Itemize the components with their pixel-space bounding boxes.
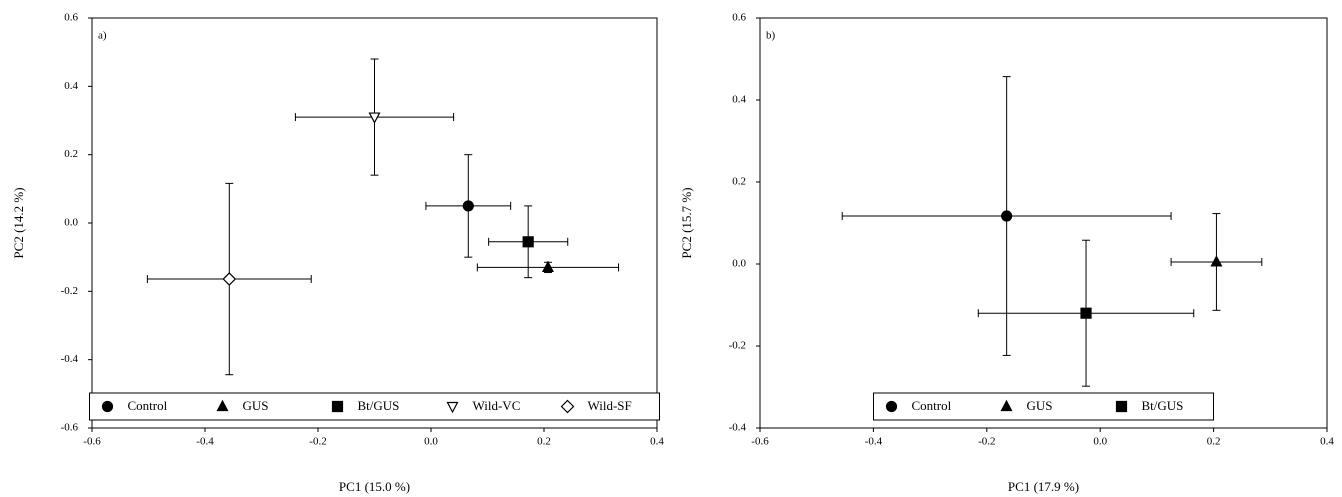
legend-label: GUS (1027, 398, 1053, 413)
point (368, 112, 381, 124)
legend-label: Bt/GUS (358, 398, 400, 413)
x-tick-label: -0.2 (309, 436, 326, 448)
y-tick-label: -0.2 (61, 285, 78, 297)
x-tick-label: -0.4 (865, 436, 883, 448)
y-tick-label: 0.2 (732, 176, 746, 188)
point (1001, 210, 1013, 222)
x-tick-label: -0.4 (196, 436, 214, 448)
x-axis-label: PC1 (15.0 %) (339, 479, 410, 494)
plot-frame (759, 17, 1328, 429)
x-tick-label: 0.2 (1207, 436, 1221, 448)
x-axis-label: PC1 (17.9 %) (1008, 479, 1079, 494)
point (541, 260, 554, 273)
y-tick-label: -0.6 (61, 422, 79, 434)
legend-label: Wild-VC (473, 398, 521, 413)
panel-label: a) (98, 30, 107, 42)
x-tick-label: -0.6 (83, 436, 101, 448)
legend-label: Control (912, 398, 952, 413)
x-tick-label: 0.4 (650, 436, 664, 448)
x-tick-label: -0.6 (751, 436, 769, 448)
y-tick-label: -0.4 (61, 353, 79, 365)
legend-box (873, 392, 1214, 421)
y-tick-label: 0.2 (64, 148, 78, 160)
x-tick-label: 0.0 (1093, 436, 1107, 448)
y-tick-label: 0.6 (64, 12, 78, 24)
legend-marker (560, 399, 575, 414)
x-tick-label: -0.2 (978, 436, 995, 448)
legend-label: GUS (243, 398, 269, 413)
point (462, 200, 474, 212)
panel-label: b) (766, 30, 776, 42)
y-tick-label: 0.6 (732, 12, 746, 24)
legend-marker (1000, 399, 1013, 412)
point (1210, 255, 1223, 267)
legend-marker (331, 400, 344, 413)
x-tick-label: 0.2 (537, 436, 551, 448)
legend-marker (446, 401, 459, 414)
y-tick-label: -0.4 (729, 422, 747, 434)
x-tick-label: 0.4 (1320, 436, 1334, 448)
y-tick-label: 0.0 (64, 217, 78, 229)
legend-label: Bt/GUS (1142, 398, 1184, 413)
legend-label: Wild-SF (588, 398, 632, 413)
point (522, 236, 534, 248)
legend-marker (885, 400, 898, 413)
x-tick-label: 0.0 (424, 436, 438, 448)
y-tick-label: 0.4 (732, 94, 746, 106)
point (222, 272, 237, 286)
y-tick-label: 0.0 (732, 258, 746, 270)
legend-label: Control (128, 398, 168, 413)
legend-marker (216, 399, 229, 412)
legend-marker (101, 400, 114, 413)
y-tick-label: 0.4 (64, 80, 78, 92)
point (1080, 307, 1092, 319)
y-tick-label: -0.2 (729, 340, 746, 352)
legend-marker (1115, 400, 1128, 413)
y-axis-label: PC2 (15.7 %) (679, 187, 694, 258)
y-axis-label: PC2 (14.2 %) (11, 187, 26, 258)
